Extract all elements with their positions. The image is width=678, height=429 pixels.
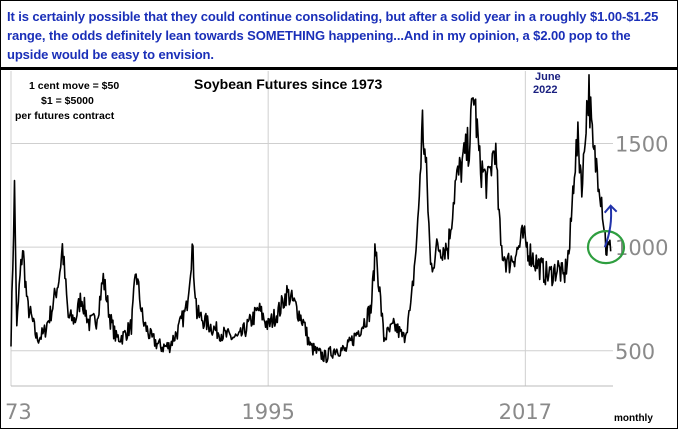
y-axis: 500 1000 1500 bbox=[615, 133, 668, 364]
arrow-head bbox=[603, 204, 618, 214]
headline-text: It is certainly possible that they could… bbox=[7, 9, 659, 62]
annotation-june: June bbox=[535, 71, 561, 83]
headline-divider bbox=[1, 67, 677, 70]
y-tick-label: 1500 bbox=[615, 133, 668, 157]
x-tick-label: 2017 bbox=[499, 400, 552, 424]
chart-title: Soybean Futures since 1973 bbox=[194, 76, 383, 92]
upside-arrow bbox=[603, 204, 618, 248]
note-cent: 1 cent move = $50 bbox=[29, 80, 119, 92]
note-dollar: $1 = $5000 bbox=[41, 95, 94, 107]
annotation-2022: 2022 bbox=[533, 84, 557, 96]
price-line bbox=[10, 74, 612, 364]
x-axis: 73 1995 2017 bbox=[5, 400, 552, 424]
y-tick-label: 500 bbox=[615, 340, 655, 364]
consolidation-circle bbox=[586, 230, 626, 265]
note-contract: per futures contract bbox=[15, 110, 115, 122]
y-tick-label: 1000 bbox=[615, 236, 668, 260]
x-tick-label: 73 bbox=[5, 400, 32, 424]
arrow-shaft bbox=[603, 205, 613, 248]
x-tick-label: 1995 bbox=[241, 400, 294, 424]
frequency-label: monthly bbox=[614, 413, 653, 424]
